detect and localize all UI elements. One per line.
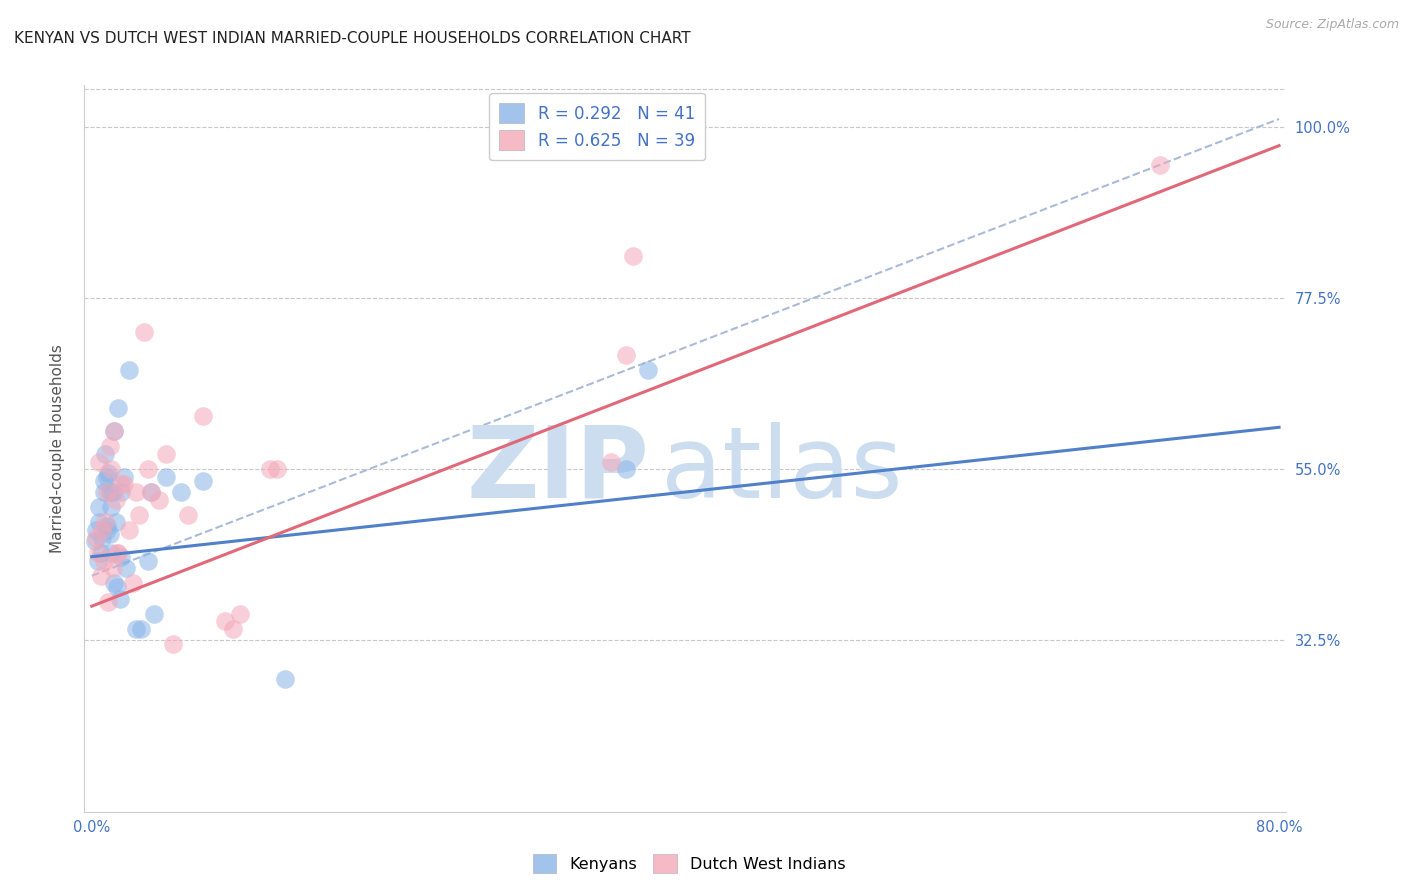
Legend: Kenyans, Dutch West Indians: Kenyans, Dutch West Indians bbox=[526, 847, 852, 880]
Point bbox=[1149, 158, 1171, 172]
Point bbox=[96, 485, 118, 500]
Point bbox=[89, 454, 111, 468]
Point bbox=[91, 523, 114, 537]
Point bbox=[136, 462, 159, 476]
Text: atlas: atlas bbox=[661, 422, 903, 518]
Point bbox=[128, 508, 150, 522]
Point bbox=[103, 576, 125, 591]
Point bbox=[89, 516, 111, 530]
Point bbox=[125, 485, 148, 500]
Point bbox=[87, 546, 110, 560]
Point bbox=[96, 523, 118, 537]
Point bbox=[623, 249, 645, 263]
Point bbox=[148, 492, 170, 507]
Point bbox=[170, 485, 193, 500]
Point bbox=[108, 591, 131, 606]
Point bbox=[84, 523, 107, 537]
Point bbox=[104, 516, 127, 530]
Point bbox=[83, 534, 105, 549]
Point bbox=[614, 348, 637, 362]
Point bbox=[98, 439, 121, 453]
Point bbox=[96, 470, 118, 484]
Point bbox=[94, 516, 117, 530]
Point bbox=[143, 607, 166, 621]
Point bbox=[107, 401, 129, 416]
Point bbox=[91, 531, 114, 545]
Point bbox=[103, 424, 125, 438]
Text: ZIP: ZIP bbox=[467, 422, 650, 518]
Point bbox=[114, 477, 135, 491]
Text: Source: ZipAtlas.com: Source: ZipAtlas.com bbox=[1265, 18, 1399, 31]
Point bbox=[141, 485, 163, 500]
Point bbox=[229, 607, 252, 621]
Point bbox=[90, 568, 112, 582]
Point bbox=[93, 553, 115, 567]
Point bbox=[162, 637, 184, 651]
Point bbox=[97, 595, 120, 609]
Point bbox=[129, 622, 152, 636]
Point bbox=[98, 485, 121, 500]
Point bbox=[274, 672, 297, 686]
Point bbox=[97, 466, 120, 480]
Point bbox=[136, 553, 159, 567]
Point bbox=[132, 325, 155, 339]
Point bbox=[103, 424, 125, 438]
Point bbox=[114, 470, 135, 484]
Point bbox=[222, 622, 245, 636]
Point bbox=[191, 409, 214, 423]
Point bbox=[93, 485, 115, 500]
Point bbox=[107, 546, 129, 560]
Point bbox=[101, 561, 124, 575]
Point bbox=[90, 546, 112, 560]
Point bbox=[105, 580, 128, 594]
Legend: R = 0.292   N = 41, R = 0.625   N = 39: R = 0.292 N = 41, R = 0.625 N = 39 bbox=[489, 93, 704, 161]
Point bbox=[93, 474, 115, 488]
Point bbox=[96, 519, 118, 533]
Point bbox=[98, 527, 121, 541]
Point bbox=[100, 500, 122, 515]
Point bbox=[100, 546, 122, 560]
Point bbox=[110, 477, 132, 491]
Point bbox=[122, 576, 145, 591]
Point bbox=[87, 553, 110, 567]
Point bbox=[118, 363, 141, 377]
Point bbox=[125, 622, 148, 636]
Point bbox=[100, 462, 122, 476]
Text: KENYAN VS DUTCH WEST INDIAN MARRIED-COUPLE HOUSEHOLDS CORRELATION CHART: KENYAN VS DUTCH WEST INDIAN MARRIED-COUP… bbox=[14, 31, 690, 46]
Point bbox=[84, 531, 107, 545]
Point bbox=[266, 462, 288, 476]
Point bbox=[177, 508, 200, 522]
Point bbox=[89, 500, 111, 515]
Point bbox=[118, 523, 141, 537]
Point bbox=[600, 454, 623, 468]
Point bbox=[110, 485, 132, 500]
Point bbox=[94, 447, 117, 461]
Point bbox=[259, 462, 281, 476]
Point bbox=[105, 546, 128, 560]
Point bbox=[115, 561, 138, 575]
Point bbox=[191, 474, 214, 488]
Point bbox=[141, 485, 163, 500]
Point bbox=[155, 470, 177, 484]
Point bbox=[110, 549, 132, 564]
Point bbox=[101, 485, 124, 500]
Point bbox=[214, 615, 236, 629]
Y-axis label: Married-couple Households: Married-couple Households bbox=[51, 343, 65, 553]
Point bbox=[155, 447, 177, 461]
Point bbox=[104, 492, 127, 507]
Point bbox=[614, 462, 637, 476]
Point bbox=[637, 363, 659, 377]
